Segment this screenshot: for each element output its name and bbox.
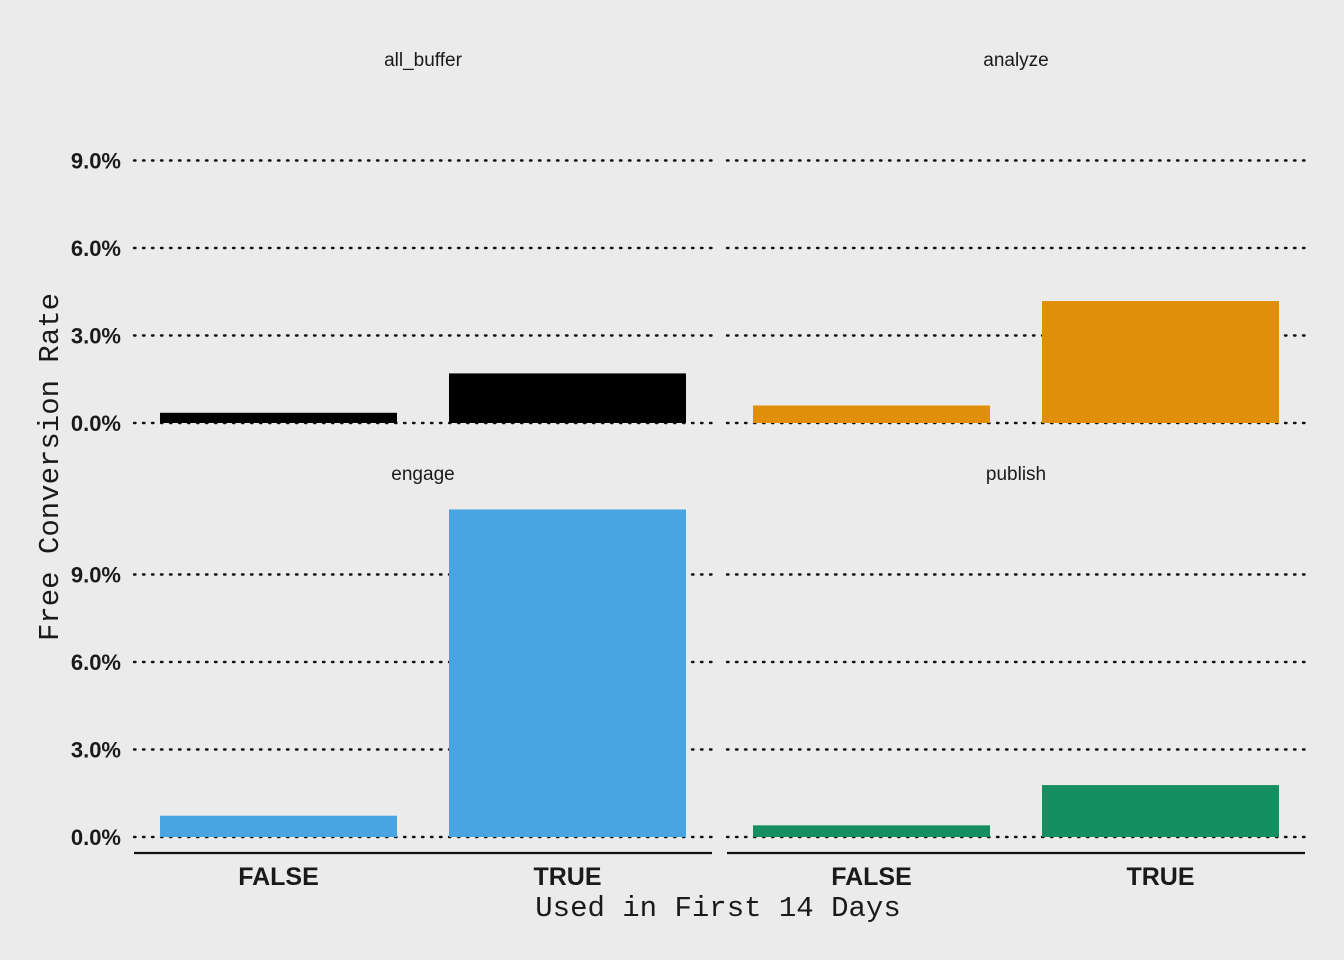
facet-panel-publish: publish — [725, 464, 1307, 839]
y-axis-title: Free Conversion Rate — [34, 293, 67, 641]
y-tick-label-row2-3: 9.0% — [71, 563, 121, 588]
facet-panel-analyze: analyze — [725, 50, 1307, 425]
y-tick-label-row1-0: 0.0% — [71, 411, 121, 436]
x-axis-title: Used in First 14 Days — [535, 892, 900, 925]
facet-panel-all_buffer: all_buffer — [132, 50, 714, 425]
bar-engage-true — [449, 509, 686, 837]
facet-panel-engage: engage — [132, 464, 714, 839]
y-tick-label-row1-2: 6.0% — [71, 236, 121, 261]
bar-publish-true — [1042, 785, 1279, 837]
bar-all_buffer-false — [160, 412, 397, 423]
bar-engage-false — [160, 815, 397, 837]
y-tick-label-row2-2: 6.0% — [71, 650, 121, 675]
x-tick-label-1-true: TRUE — [533, 863, 601, 891]
y-tick-label-row2-1: 3.0% — [71, 738, 121, 763]
y-tick-label-row1-3: 9.0% — [71, 149, 121, 174]
facet-label-analyze: analyze — [983, 50, 1049, 71]
bar-all_buffer-true — [449, 373, 686, 423]
y-tick-label-row1-1: 3.0% — [71, 324, 121, 349]
x-tick-label-1-false: FALSE — [238, 863, 319, 891]
bar-analyze-true — [1042, 301, 1279, 423]
facet-label-publish: publish — [986, 464, 1046, 485]
x-tick-label-2-false: FALSE — [831, 863, 912, 891]
x-tick-label-2-true: TRUE — [1126, 863, 1194, 891]
bar-publish-false — [753, 825, 990, 837]
y-tick-label-row2-0: 0.0% — [71, 825, 121, 850]
facet-label-all_buffer: all_buffer — [384, 50, 462, 71]
facet-label-engage: engage — [391, 464, 454, 485]
bar-analyze-false — [753, 405, 990, 423]
